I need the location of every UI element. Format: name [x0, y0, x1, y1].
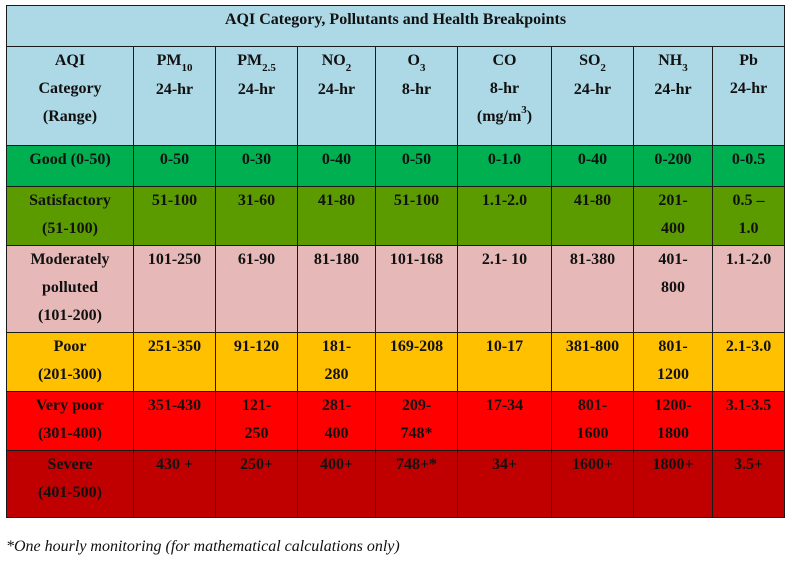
breakpoint-cell: 201- 400	[633, 186, 713, 246]
header-no2: NO2 24-hr	[297, 46, 376, 146]
breakpoint-cell: 0-50	[133, 145, 216, 187]
aqi-category-cell: Poor (201-300)	[6, 332, 134, 392]
breakpoint-cell: 251-350	[133, 332, 216, 392]
table-row: Satisfactory (51-100) 51-100 31-60 41-80 51-1…	[6, 186, 786, 246]
header-so2: SO2 24-hr	[551, 46, 634, 146]
table-row: Good (0-50) 0-50 0-30 0-40 0-50 0-1.0 0-40 0-20…	[6, 145, 786, 187]
breakpoint-cell: 748+*	[375, 450, 458, 518]
aqi-category-cell: Satisfactory (51-100)	[6, 186, 134, 246]
breakpoint-cell: 1200- 1800	[633, 391, 713, 451]
aqi-category-cell: Severe (401-500)	[6, 450, 134, 518]
breakpoint-cell: 41-80	[297, 186, 376, 246]
aqi-category-cell: Very poor (301-400)	[6, 391, 134, 451]
breakpoint-cell: 0-30	[215, 145, 298, 187]
breakpoint-cell: 381-800	[551, 332, 634, 392]
breakpoint-cell: 81-380	[551, 245, 634, 333]
breakpoint-cell: 1.1-2.0	[457, 186, 552, 246]
breakpoint-cell: 34+	[457, 450, 552, 518]
breakpoint-cell: 81-180	[297, 245, 376, 333]
table-row: Poor (201-300) 251-350 91-120 181- 280 169-208…	[6, 332, 786, 392]
breakpoint-cell: 51-100	[375, 186, 458, 246]
breakpoint-cell: 351-430	[133, 391, 216, 451]
breakpoint-cell: 17-34	[457, 391, 552, 451]
breakpoint-cell: 1600+	[551, 450, 634, 518]
breakpoint-cell: 51-100	[133, 186, 216, 246]
breakpoint-cell: 250+	[215, 450, 298, 518]
breakpoint-cell: 281- 400	[297, 391, 376, 451]
breakpoint-cell: 169-208	[375, 332, 458, 392]
header-o3: O3 8-hr	[375, 46, 458, 146]
breakpoint-cell: 430 +	[133, 450, 216, 518]
breakpoint-cell: 61-90	[215, 245, 298, 333]
breakpoint-cell: 2.1- 10	[457, 245, 552, 333]
breakpoint-cell: 0-1.0	[457, 145, 552, 187]
table-title: AQI Category, Pollutants and Health Brea…	[5, 5, 786, 47]
breakpoint-cell: 801- 1600	[551, 391, 634, 451]
breakpoint-cell: 0-50	[375, 145, 458, 187]
breakpoint-cell: 2.1-3.0	[711, 332, 786, 392]
aqi-category-cell: Good (0-50)	[6, 145, 134, 187]
breakpoint-cell: 91-120	[215, 332, 298, 392]
breakpoint-cell: 3.5+	[711, 450, 786, 518]
table-row: Very poor (301-400) 351-430 121- 250 281- 400 2…	[6, 391, 786, 451]
aqi-category-cell: Moderately polluted (101-200)	[6, 245, 134, 333]
header-pb: Pb 24-hr	[711, 46, 786, 146]
breakpoint-cell: 101-250	[133, 245, 216, 333]
breakpoint-cell: 1.1-2.0	[711, 245, 786, 333]
table-row: Severe (401-500) 430 +250+ 400+ 748+* 34+ 1600…	[6, 450, 786, 518]
breakpoint-cell: 801- 1200	[633, 332, 713, 392]
breakpoint-cell: 121- 250	[215, 391, 298, 451]
breakpoint-cell: 181- 280	[297, 332, 376, 392]
breakpoint-cell: 31-60	[215, 186, 298, 246]
header-pm25: PM2.5 24-hr	[215, 46, 298, 146]
aqi-table: AQI Category, Pollutants and Health Brea…	[5, 5, 786, 518]
breakpoint-cell: 0-0.5	[711, 145, 786, 187]
breakpoint-cell: 41-80	[551, 186, 634, 246]
breakpoint-cell: 0-40	[297, 145, 376, 187]
header-nh3: NH3 24-hr	[633, 46, 713, 146]
breakpoint-cell: 1800+	[633, 450, 713, 518]
breakpoint-cell: 0-40	[551, 145, 634, 187]
breakpoint-cell: 0.5 –1.0	[711, 186, 786, 246]
header-co: CO 8-hr (mg/m3)	[457, 46, 552, 146]
breakpoint-cell: 10-17	[457, 332, 552, 392]
header-aqi-category: AQI Category (Range)	[6, 46, 134, 146]
breakpoint-cell: 209- 748*	[375, 391, 458, 451]
header-row: AQI Category (Range) PM10 24-hr PM2.5 24-h…	[6, 46, 786, 146]
table-row: Moderately polluted (101-200) 101-250 61-90 8…	[6, 245, 786, 333]
breakpoint-cell: 401- 800	[633, 245, 713, 333]
breakpoint-cell: 400+	[297, 450, 376, 518]
header-pm10: PM10 24-hr	[133, 46, 216, 146]
breakpoint-cell: 3.1-3.5	[711, 391, 786, 451]
breakpoint-cell: 0-200	[633, 145, 713, 187]
breakpoint-cell: 101-168	[375, 245, 458, 333]
footnote: *One hourly monitoring (for mathematical…	[6, 538, 400, 555]
